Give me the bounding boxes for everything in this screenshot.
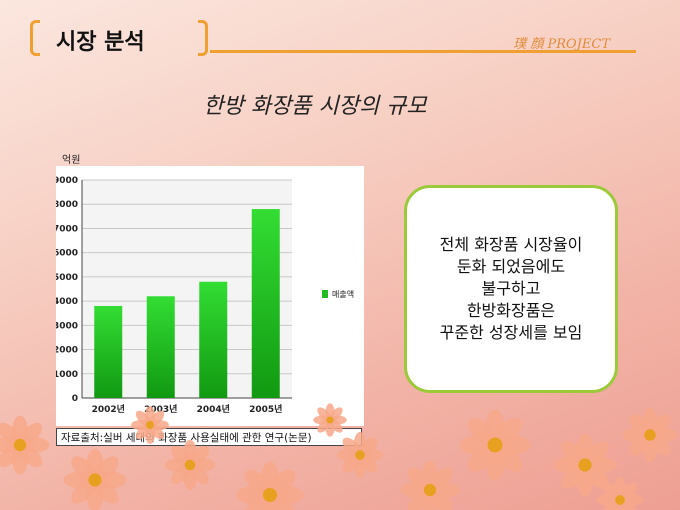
page-title: 시장 분석	[56, 30, 145, 55]
bar	[94, 305, 123, 398]
flower-icon	[236, 461, 304, 510]
flower-icon	[622, 407, 678, 463]
y-tick-label: 3000	[56, 321, 78, 331]
callout-line: 꾸준한 성장세를 보임	[439, 323, 583, 342]
y-tick-label: 7000	[56, 224, 78, 234]
bar-chart: 0 1000 2000 3000 4000 5000 6000 7000 8000 9000 200…	[56, 176, 354, 415]
flower-icon	[63, 448, 127, 510]
chart-frame: 0 1000 2000 3000 4000 5000 6000 7000 8000 9000 200…	[56, 166, 364, 426]
flower-icon	[131, 406, 169, 444]
slide-subtitle: 한방 화장품 시장의 규모	[203, 94, 427, 119]
x-tick-label: 2002년	[92, 403, 125, 415]
callout-box: 전체 화장품 시장율이 둔화 되었음에도 불구하고 한방화장품은 꾸준한 성장세…	[404, 185, 618, 393]
flower-icon	[336, 431, 384, 479]
callout-line: 한방화장품은	[466, 301, 556, 320]
legend-label: 매출액	[332, 289, 354, 299]
flower-icon	[553, 433, 617, 497]
flower-icon	[459, 409, 531, 481]
flower-decoration	[0, 403, 678, 510]
y-tick-label: 5000	[56, 273, 78, 283]
bar	[146, 296, 175, 398]
y-tick-label: 2000	[56, 346, 78, 356]
callout-line: 전체 화장품 시장율이	[439, 235, 583, 254]
flower-icon	[164, 439, 216, 491]
chart-y-axis-label: 억원	[62, 155, 81, 166]
flower-icon	[400, 460, 460, 510]
flower-icon	[596, 476, 644, 510]
flower-icon	[0, 415, 50, 475]
x-tick-label: 2004년	[197, 403, 230, 415]
title-bracket-right	[198, 20, 208, 56]
x-tick-label: 2005년	[249, 403, 282, 415]
legend-swatch	[322, 290, 328, 298]
y-tick-label: 8000	[56, 200, 78, 210]
bar	[251, 209, 280, 398]
y-tick-label: 0	[72, 394, 78, 404]
y-tick-label: 4000	[56, 297, 78, 307]
callout-line: 둔화 되었음에도	[456, 257, 566, 276]
header-divider	[210, 50, 636, 53]
source-note: 자료출처:실버 세대의 화장품 사용실태에 관한 연구(논문)	[56, 428, 362, 446]
y-tick-label: 1000	[56, 370, 78, 380]
project-label: 璞 顔 PROJECT	[513, 37, 610, 52]
y-tick-label: 9000	[56, 176, 78, 186]
callout-line: 불구하고	[481, 279, 541, 298]
y-tick-label: 6000	[56, 249, 78, 259]
flower-icon	[313, 403, 347, 437]
bar	[199, 281, 228, 398]
title-bracket-left	[30, 20, 40, 56]
